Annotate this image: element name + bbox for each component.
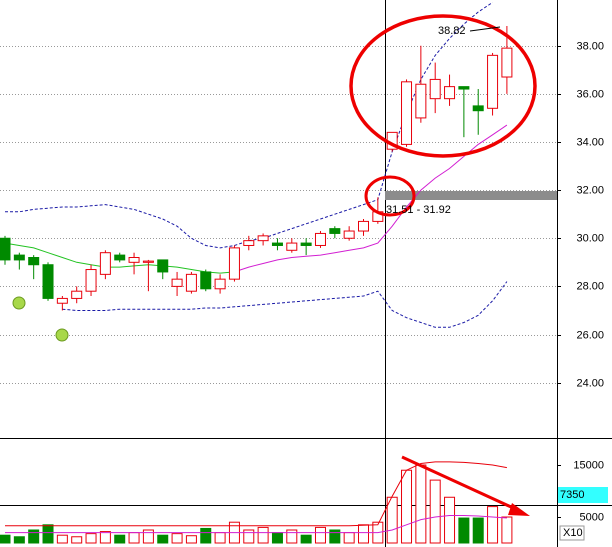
volume-bar <box>501 516 513 544</box>
y-tick-label: 32.00 <box>576 184 604 196</box>
volume-bar <box>314 526 326 544</box>
highlight-circle <box>364 175 416 217</box>
volume-bar <box>200 527 212 544</box>
candle-body <box>42 264 54 299</box>
indicator-line <box>62 281 508 328</box>
candle-body <box>487 54 499 109</box>
volume-bar <box>128 532 140 544</box>
volume-bar <box>13 536 25 544</box>
candle-body <box>329 228 341 234</box>
volume-bar <box>71 536 83 544</box>
y-tick-label: 30.00 <box>576 232 604 244</box>
volume-bar <box>429 479 441 544</box>
y-tick-label: 26.00 <box>576 329 604 341</box>
volume-bar <box>99 531 111 544</box>
candle-body <box>257 235 269 242</box>
candle-body <box>171 278 183 287</box>
y-tick-label: 34.00 <box>576 136 604 148</box>
candle-body <box>271 242 283 246</box>
candle-body <box>56 297 68 304</box>
volume-bar <box>271 532 283 544</box>
candle-body <box>314 232 326 246</box>
highlight-circle <box>349 14 537 158</box>
candle-body <box>358 220 369 232</box>
candle-body <box>13 254 25 261</box>
volume-bar <box>286 529 298 544</box>
y-tick-label: 15000 <box>573 459 604 471</box>
volume-bar <box>114 534 126 544</box>
volume-bar <box>458 517 470 544</box>
candle-body <box>157 259 169 273</box>
indicator-line <box>5 515 507 534</box>
volume-bar <box>444 496 456 544</box>
candle-body <box>501 47 513 78</box>
candle-body <box>114 254 126 261</box>
volume-bar <box>329 529 341 544</box>
apple-icon <box>12 296 26 310</box>
reference-label: 7350 <box>560 489 584 501</box>
candle-body <box>472 105 484 112</box>
volume-bar <box>185 535 197 544</box>
y-tick-label: 24.00 <box>576 377 604 389</box>
trend-arrow <box>401 455 530 516</box>
volume-bar <box>257 526 269 544</box>
volume-bar <box>85 533 97 544</box>
candle-body <box>28 257 40 266</box>
volume-bar <box>358 524 369 544</box>
candle-body <box>128 257 140 263</box>
candle-body <box>185 273 197 292</box>
volume-bar <box>56 534 68 544</box>
candle-body <box>200 271 212 290</box>
scale-box <box>559 525 585 541</box>
volume-bar <box>42 524 54 544</box>
candle-body <box>444 86 456 100</box>
candle-body <box>99 252 111 275</box>
indicator-line <box>4 242 235 274</box>
volume-bar <box>487 506 499 544</box>
candle-body <box>0 237 11 261</box>
high-annotation: 38.82 <box>438 25 466 37</box>
reference-box <box>558 487 608 503</box>
candle-body <box>228 247 240 280</box>
y-tick-label: 5000 <box>580 511 604 523</box>
candle-body <box>142 260 154 263</box>
volume-bar <box>28 529 40 544</box>
candle-body <box>286 242 298 251</box>
arrow-line <box>401 455 523 514</box>
scale-label: X10 <box>563 527 583 539</box>
volume-bar <box>415 464 427 544</box>
candle-body <box>85 269 97 292</box>
crosshair-band <box>385 191 557 200</box>
volume-bar <box>401 469 413 544</box>
candle-body <box>343 230 355 239</box>
candle-body <box>243 240 255 246</box>
volume-bar <box>171 533 183 544</box>
candle-body <box>300 242 312 246</box>
volume-bar <box>300 534 312 544</box>
y-tick-label: 38.00 <box>576 40 604 52</box>
candle-body <box>429 78 441 100</box>
candle-body <box>415 83 427 119</box>
candle-body <box>214 278 226 290</box>
volume-bar <box>472 517 484 544</box>
annotation-leader <box>469 26 501 32</box>
volume-bar <box>142 529 154 544</box>
volume-bar <box>157 534 169 544</box>
volume-bar <box>214 532 226 544</box>
apple-icon <box>55 328 69 342</box>
y-tick-label: 28.00 <box>576 280 604 292</box>
candle-body <box>71 290 83 299</box>
range-annotation: 31.51 - 31.92 <box>386 204 451 216</box>
candle-body <box>458 86 470 90</box>
indicator-line <box>5 461 507 527</box>
volume-bar <box>243 529 255 544</box>
y-tick-label: 36.00 <box>576 88 604 100</box>
arrow-head <box>508 503 530 516</box>
indicator-line <box>234 124 508 273</box>
volume-bar <box>0 534 11 544</box>
candle-body <box>401 81 413 145</box>
volume-bar <box>343 532 355 544</box>
